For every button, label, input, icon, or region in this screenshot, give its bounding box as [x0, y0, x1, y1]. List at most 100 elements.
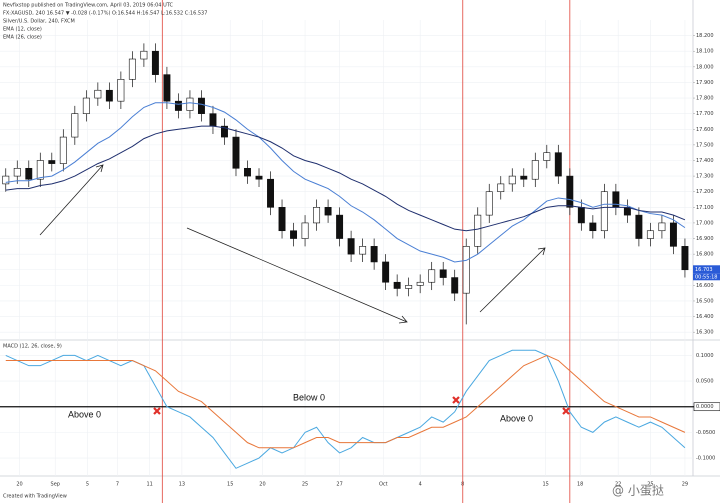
candle-body — [474, 214, 482, 247]
candle-body — [646, 230, 654, 239]
y-tick-label: 0.0000 — [696, 404, 714, 410]
x-tick-label: 20 — [259, 482, 265, 488]
candle-body — [25, 167, 33, 180]
y-tick-label: 16.500 — [696, 298, 714, 304]
symbol-line: FX:XAGUSD, 240 16.547 ▼ -0.028 (-0.17%) … — [3, 11, 207, 17]
x-tick-label: 15 — [227, 482, 233, 488]
candle-body — [485, 191, 493, 216]
x-tick-label: 13 — [179, 482, 185, 488]
zero-tag — [693, 402, 720, 412]
candle-body — [94, 89, 102, 99]
candle-body — [174, 100, 182, 111]
candle-body — [658, 222, 666, 232]
candle-body — [681, 246, 689, 271]
series-line — [5, 354, 686, 449]
series-line — [5, 349, 686, 469]
candle-body — [382, 261, 390, 283]
x-tick-label: 25 — [647, 482, 653, 488]
candle-body — [255, 175, 263, 180]
candle-body — [163, 74, 171, 102]
x-tick-label: 4 — [419, 482, 422, 488]
watermark: @ 小蛋挞 — [612, 484, 664, 498]
x-tick-label: 20 — [16, 482, 22, 488]
x-tick-label: 11 — [146, 482, 152, 488]
candle-body — [589, 222, 597, 232]
candle-body — [577, 207, 585, 224]
x-tick-label: 15 — [542, 482, 548, 488]
candle-body — [59, 136, 67, 164]
candle-body — [278, 207, 286, 232]
y-tick-label: 17.800 — [696, 96, 714, 102]
y-tick-label: -0.0500 — [696, 430, 715, 436]
candle-body — [197, 97, 205, 114]
y-tick-label: 16.900 — [696, 236, 714, 242]
published-line: Nevfixstop published on TradingView.com,… — [3, 3, 173, 9]
annotation: Above 0 — [68, 409, 101, 419]
candle-body — [313, 207, 321, 224]
x-tick-label: Sep — [51, 482, 60, 488]
candle-body — [2, 175, 10, 185]
candle-body — [267, 178, 274, 208]
series-line — [5, 125, 686, 232]
candle-body — [36, 160, 44, 180]
x-tick-label: 5 — [86, 482, 89, 488]
grid — [0, 20, 693, 476]
y-tick-label: 17.000 — [696, 220, 714, 226]
candle-body — [623, 207, 631, 216]
cross-marker — [452, 396, 460, 404]
y-tick-label: 17.300 — [696, 174, 714, 180]
candle-body — [370, 246, 378, 263]
price-tag — [693, 265, 720, 274]
macd-title: MACD (12, 26, close, 9) — [3, 344, 62, 350]
x-tick-label: 18 — [577, 482, 583, 488]
candle-body — [669, 222, 677, 247]
candle-body — [439, 269, 447, 278]
price-tag-label: 16.703 — [695, 267, 713, 273]
legend-entry: EMA (26, close) — [3, 35, 42, 41]
y-tick-label: 0.1000 — [696, 353, 714, 359]
candle-body — [13, 167, 21, 177]
countdown-tag — [693, 273, 720, 281]
candle-body — [508, 175, 516, 185]
candle-body — [451, 277, 459, 294]
countdown-label: 00:55:18 — [695, 274, 717, 280]
candle-body — [336, 214, 344, 239]
legend-entry: EMA (12, close) — [3, 27, 42, 33]
footer: Created with TradingView — [3, 494, 67, 500]
candle-body — [140, 50, 148, 60]
candle-body — [347, 238, 355, 255]
x-tick-label: 7 — [116, 482, 119, 488]
y-tick-label: 16.400 — [696, 314, 714, 320]
candle-body — [416, 281, 424, 286]
y-tick-label: -0.1000 — [696, 456, 715, 462]
candle-body — [221, 125, 228, 138]
candle-body — [635, 214, 643, 239]
x-tick-label: 29 — [682, 482, 688, 488]
arrow — [186, 227, 408, 324]
annotation: Above 0 — [500, 413, 533, 423]
y-tick-label: 17.600 — [696, 127, 714, 133]
series-line — [5, 102, 686, 263]
candle-body — [405, 285, 413, 289]
annotation: Below 0 — [293, 392, 325, 402]
candle-body — [393, 281, 401, 289]
candle-body — [543, 152, 551, 161]
y-tick-label: 17.200 — [696, 189, 714, 195]
candle-body — [209, 113, 217, 127]
y-tick-label: 17.700 — [696, 111, 714, 117]
candle-body — [48, 160, 56, 164]
candle-body — [290, 230, 298, 239]
x-tick-label: 25 — [302, 482, 308, 488]
y-tick-label: 17.100 — [696, 205, 714, 211]
y-tick-label: 0.0500 — [696, 379, 714, 385]
trend-arrows — [39, 164, 546, 324]
y-tick-label: 17.500 — [696, 142, 714, 148]
candle-body — [71, 113, 79, 138]
candle-body — [520, 175, 528, 180]
x-tick-label: 27 — [336, 482, 342, 488]
candle-body — [244, 167, 251, 177]
y-tick-label: 16.300 — [696, 330, 714, 336]
y-tick-label: 16.600 — [696, 283, 714, 289]
